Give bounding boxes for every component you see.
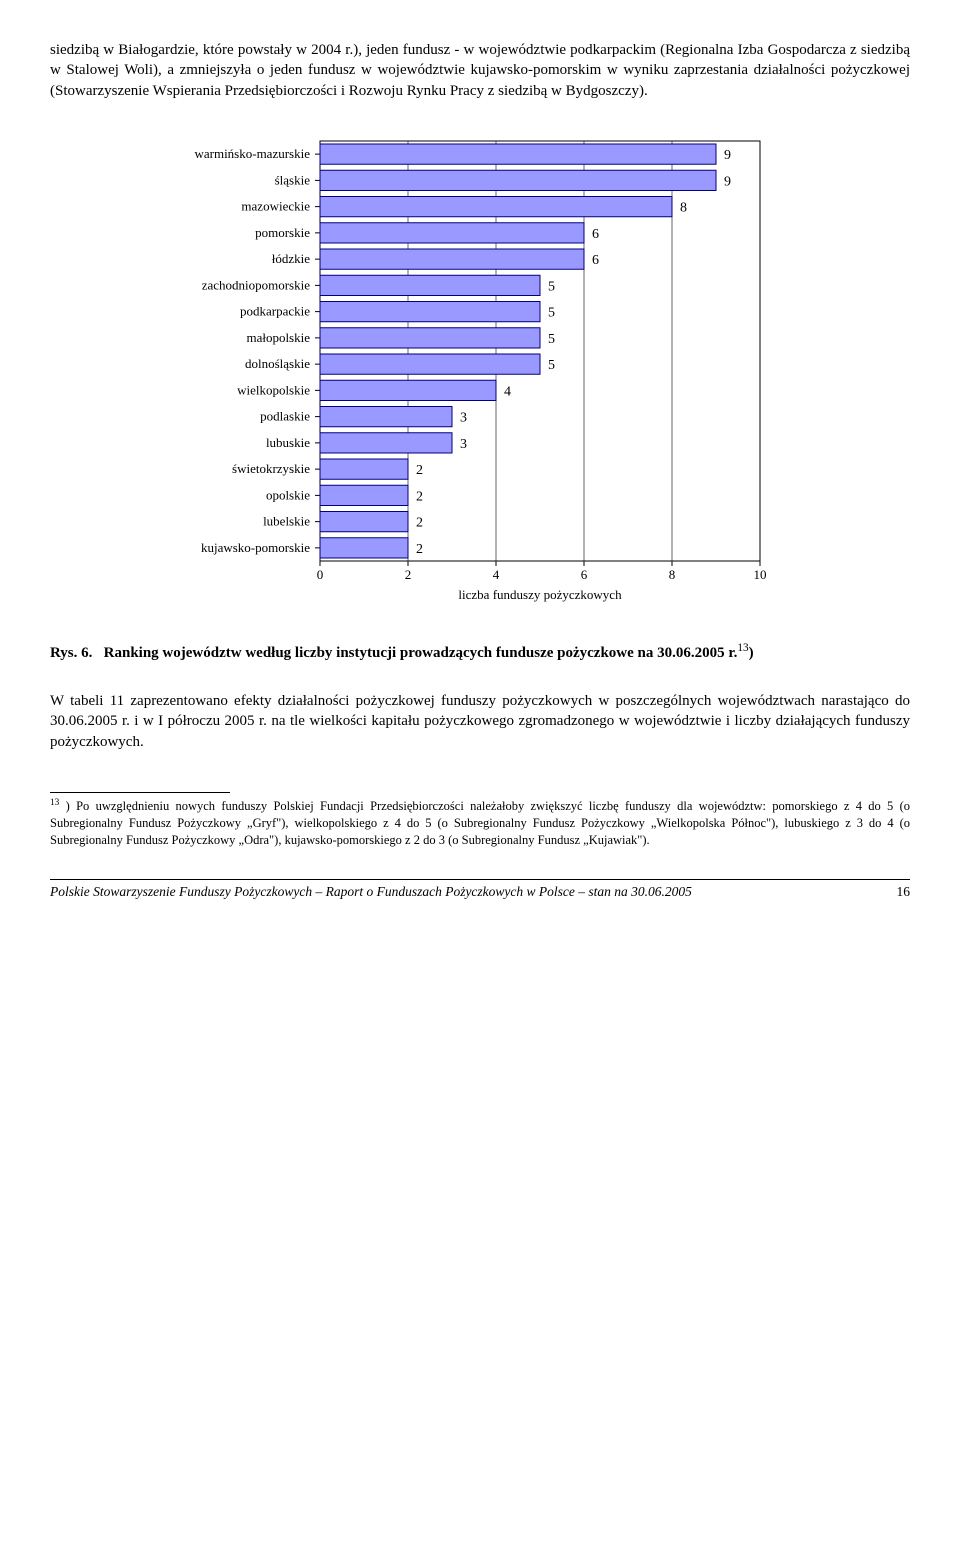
- svg-text:9: 9: [724, 148, 731, 163]
- svg-text:podkarpackie: podkarpackie: [240, 303, 310, 318]
- svg-text:lubuskie: lubuskie: [266, 435, 310, 450]
- svg-text:dolnośląskie: dolnośląskie: [245, 356, 310, 371]
- svg-text:5: 5: [548, 305, 555, 320]
- svg-text:zachodniopomorskie: zachodniopomorskie: [202, 277, 311, 292]
- svg-text:3: 3: [460, 437, 467, 452]
- footnote-sup: 13: [50, 798, 59, 808]
- svg-text:10: 10: [754, 567, 767, 582]
- svg-text:5: 5: [548, 332, 555, 347]
- body-paragraph: W tabeli 11 zaprezentowano efekty działa…: [50, 691, 910, 752]
- svg-text:4: 4: [493, 567, 500, 582]
- svg-text:świetokrzyskie: świetokrzyskie: [232, 461, 310, 476]
- svg-text:łódzkie: łódzkie: [272, 251, 310, 266]
- svg-text:5: 5: [548, 358, 555, 373]
- svg-text:podlaskie: podlaskie: [260, 408, 310, 423]
- svg-text:pomorskie: pomorskie: [255, 225, 310, 240]
- footnote: 13 ) Po uwzględnieniu nowych funduszy Po…: [50, 797, 910, 849]
- footnote-rule: [50, 792, 230, 793]
- caption-text: Ranking województw według liczby instytu…: [104, 645, 738, 661]
- caption-prefix: Rys. 6.: [50, 645, 92, 661]
- page-footer: Polskie Stowarzyszenie Funduszy Pożyczko…: [50, 879, 910, 901]
- svg-text:2: 2: [416, 515, 423, 530]
- intro-paragraph: siedzibą w Białogardzie, które powstały …: [50, 40, 910, 101]
- svg-text:0: 0: [317, 567, 324, 582]
- svg-text:6: 6: [592, 253, 599, 268]
- footnote-text: ) Po uwzględnieniu nowych funduszy Polsk…: [50, 799, 910, 847]
- figure-caption: Rys. 6. Ranking województw według liczby…: [50, 641, 910, 663]
- svg-text:2: 2: [416, 542, 423, 557]
- svg-text:3: 3: [460, 410, 467, 425]
- svg-text:8: 8: [680, 200, 687, 215]
- svg-text:8: 8: [669, 567, 676, 582]
- svg-text:liczba funduszy pożyczkowych: liczba funduszy pożyczkowych: [458, 587, 622, 602]
- svg-text:małopolskie: małopolskie: [246, 330, 310, 345]
- svg-text:warmińsko-mazurskie: warmińsko-mazurskie: [194, 146, 310, 161]
- svg-text:wielkopolskie: wielkopolskie: [237, 382, 310, 397]
- svg-text:2: 2: [416, 489, 423, 504]
- svg-text:śląskie: śląskie: [275, 172, 311, 187]
- ranking-bar-chart: 0 2 4 6 8 10 warmińsko-mazurskie 9 śląskie 9 mazow…: [170, 131, 790, 611]
- svg-text:6: 6: [592, 227, 599, 242]
- svg-text:9: 9: [724, 174, 731, 189]
- svg-text:mazowieckie: mazowieckie: [241, 198, 310, 213]
- footer-left: Polskie Stowarzyszenie Funduszy Pożyczko…: [50, 883, 692, 901]
- footer-page-number: 16: [897, 883, 911, 901]
- svg-text:2: 2: [416, 463, 423, 478]
- chart-container: 0 2 4 6 8 10 warmińsko-mazurskie 9 śląskie 9 mazow…: [50, 131, 910, 611]
- svg-text:6: 6: [581, 567, 588, 582]
- svg-text:opolskie: opolskie: [266, 487, 310, 502]
- svg-text:2: 2: [405, 567, 412, 582]
- caption-sup: 13: [737, 642, 748, 654]
- svg-text:kujawsko-pomorskie: kujawsko-pomorskie: [201, 540, 310, 555]
- svg-text:4: 4: [504, 384, 511, 399]
- svg-text:5: 5: [548, 279, 555, 294]
- caption-close: ): [749, 645, 754, 661]
- svg-text:lubelskie: lubelskie: [263, 513, 310, 528]
